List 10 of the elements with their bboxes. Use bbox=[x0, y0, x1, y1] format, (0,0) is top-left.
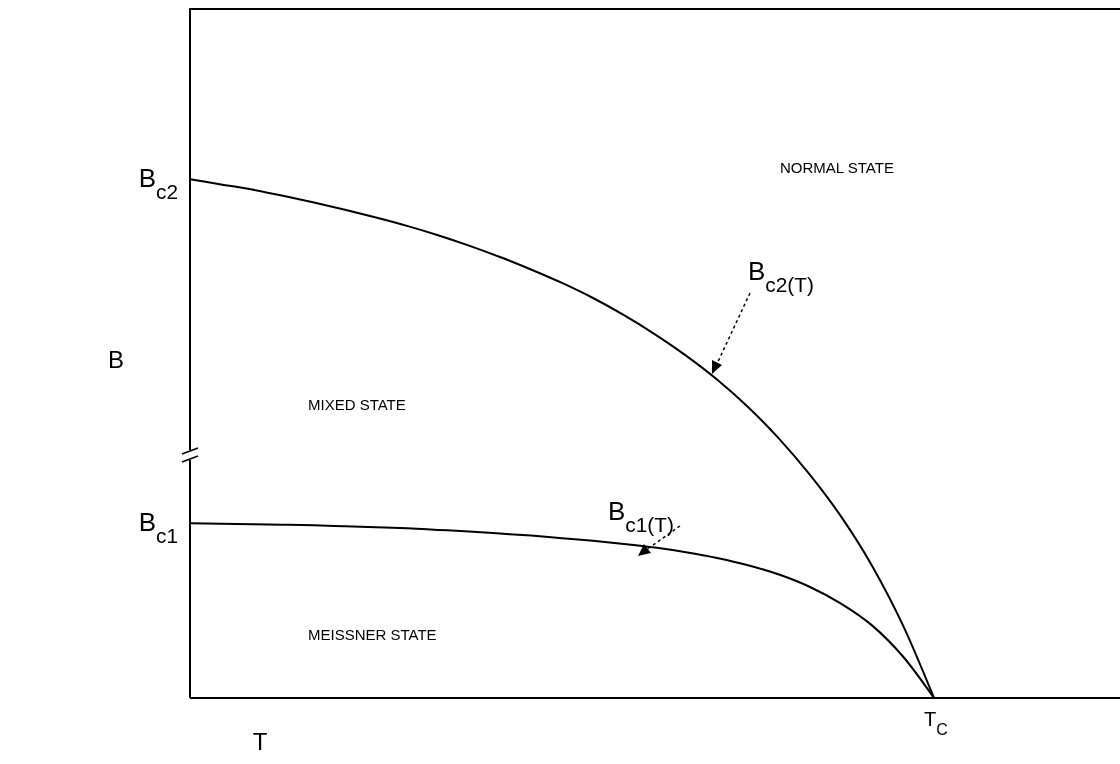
text: NORMAL STATE bbox=[780, 159, 894, 176]
text: B$_{c1}$ bbox=[138, 507, 178, 547]
y-axis-title: B bbox=[107, 346, 125, 373]
x-axis-title: T bbox=[252, 728, 268, 755]
annotation: MEISSNER STATE bbox=[308, 626, 437, 643]
annotation: MIXED STATE bbox=[308, 396, 406, 413]
annotation: B$_{c2(T)}$ bbox=[748, 256, 814, 296]
text: B$_{c2}$ bbox=[138, 163, 178, 203]
annotation: B$_{c1(T)}$ bbox=[608, 496, 674, 536]
text: T$_{C}$ bbox=[924, 708, 948, 738]
